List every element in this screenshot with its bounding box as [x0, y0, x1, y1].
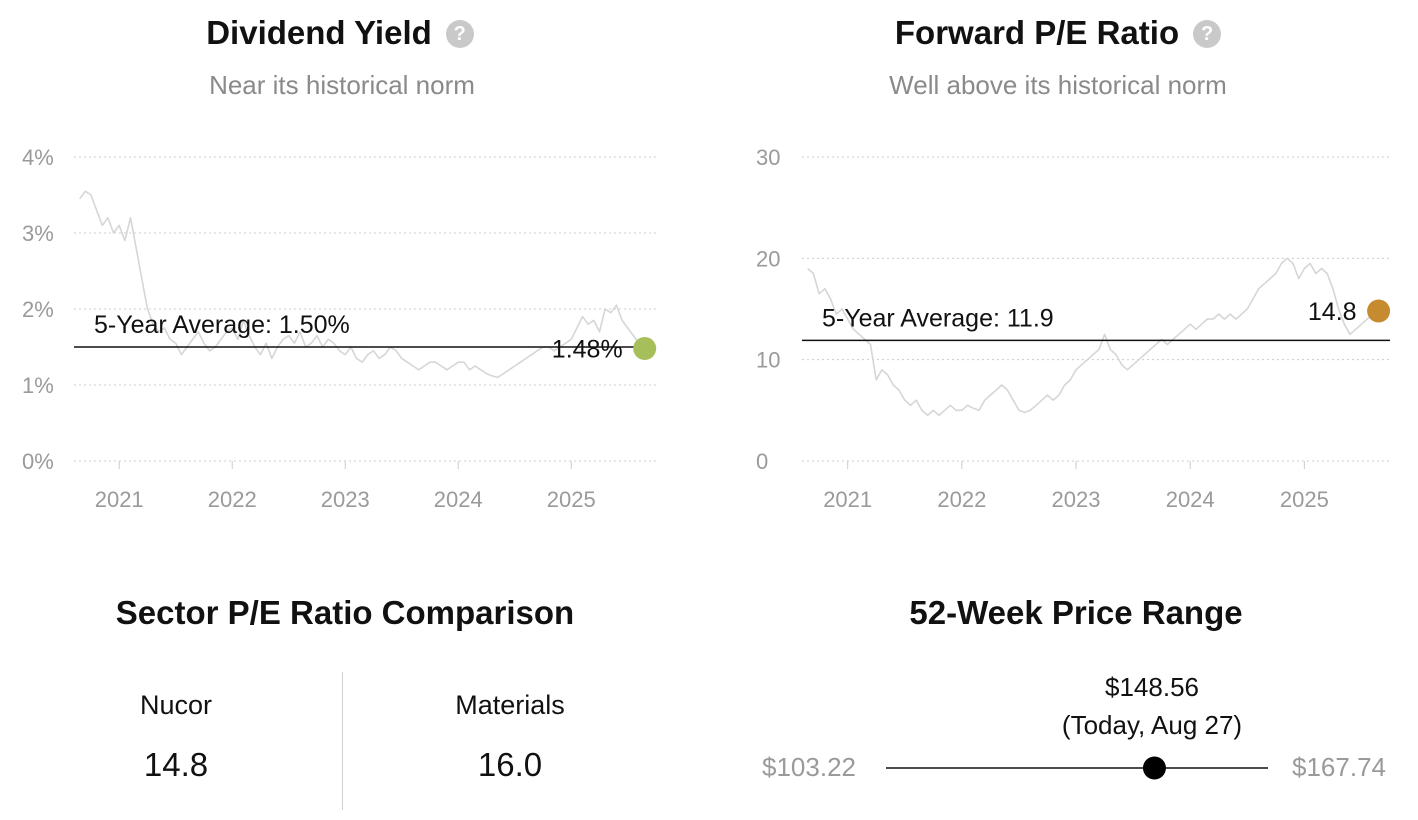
current-price: $148.56 — [1105, 672, 1199, 702]
current-price-note: (Today, Aug 27) — [1061, 710, 1243, 740]
sector-comparison-title: Sector P/E Ratio Comparison — [115, 594, 575, 631]
dividend-yield-title: Dividend Yield? — [0, 14, 690, 52]
y-tick-label: 0 — [756, 449, 768, 474]
y-tick-label: 30 — [756, 145, 780, 170]
forward-pe-title-text: Forward P/E Ratio — [894, 14, 1180, 51]
x-tick-label: 2021 — [95, 487, 144, 512]
dividend-yield-subtitle: Near its historical norm — [209, 70, 475, 100]
x-tick-label: 2025 — [1280, 487, 1329, 512]
forward-pe-title: Forward P/E Ratio? — [698, 14, 1418, 52]
dividend-yield-title-text: Dividend Yield — [206, 14, 432, 51]
range-low: $103.22 — [762, 752, 856, 782]
forward-pe-subtitle: Well above its historical norm — [889, 70, 1227, 100]
average-label: 5-Year Average: 1.50% — [94, 311, 350, 339]
y-tick-label: 20 — [756, 246, 780, 271]
series-line — [79, 190, 646, 379]
current-value-dot — [1367, 299, 1391, 323]
x-tick-label: 2024 — [434, 487, 483, 512]
y-tick-label: 1% — [22, 373, 54, 398]
y-tick-label: 2% — [22, 297, 54, 322]
current-price-dot — [1142, 756, 1166, 780]
company-label: Nucor — [139, 690, 213, 720]
dividend-yield-chart: 0% 1% 2% 3% 4% 2021 2022 2023 2024 2025 5-Year Ave… — [22, 145, 657, 512]
forward-pe-panel: Forward P/E Ratio? Well above its histor… — [728, 0, 1418, 540]
dividend-yield-panel: Dividend Yield? Near its historical norm… — [0, 0, 690, 540]
current-value-label: 14.8 — [1308, 298, 1357, 326]
help-icon[interactable]: ? — [1193, 20, 1222, 48]
price-range-title: 52-Week Price Range — [909, 594, 1243, 631]
x-tick-label: 2024 — [1166, 487, 1215, 512]
current-value-label: 1.48% — [552, 336, 623, 364]
sector-divider — [342, 672, 343, 810]
x-tick-label: 2022 — [937, 487, 986, 512]
help-icon[interactable]: ? — [445, 20, 474, 48]
series-line — [807, 257, 1379, 417]
x-tick-label: 2023 — [321, 487, 370, 512]
average-label: 5-Year Average: 11.9 — [822, 304, 1054, 332]
sector-pe-value: 16.0 — [477, 746, 543, 783]
y-tick-label: 3% — [22, 221, 54, 246]
y-tick-label: 0% — [22, 449, 54, 474]
current-value-dot — [633, 337, 657, 361]
y-tick-label: 4% — [22, 145, 54, 170]
x-tick-label: 2023 — [1052, 487, 1101, 512]
range-high: $167.74 — [1292, 752, 1386, 782]
sector-label: Materials — [455, 690, 565, 720]
x-tick-label: 2025 — [547, 487, 596, 512]
y-tick-label: 10 — [756, 348, 780, 373]
forward-pe-chart: 0 10 20 30 2021 2022 2023 2024 2025 5-Year Averag… — [756, 145, 1391, 512]
company-pe-value: 14.8 — [143, 746, 209, 783]
x-tick-label: 2022 — [208, 487, 257, 512]
x-tick-label: 2021 — [823, 487, 872, 512]
